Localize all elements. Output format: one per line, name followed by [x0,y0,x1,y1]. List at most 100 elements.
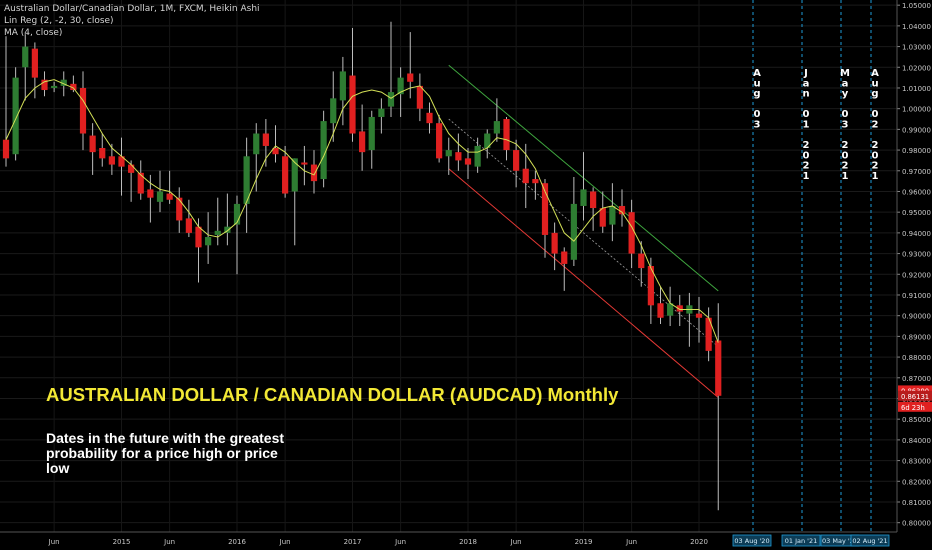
candle-down [70,83,77,91]
price-axis[interactable]: 0.80000 0.81000 0.82000 0.83000 0.84000 0.850… [896,0,932,532]
future-date-axis-label: 03 Aug '20 [734,537,769,545]
x-tick-label: Jun [163,538,175,546]
candle-down [41,79,48,91]
candle-up [12,77,19,155]
y-tick-label: 0.87000 [902,375,931,383]
future-date-char: 0 [754,109,761,120]
candle-up [233,203,241,225]
future-date-char: 2 [872,140,879,151]
candle-up [205,237,212,246]
price-label-box [898,401,932,412]
candle-up [474,145,481,167]
y-tick-label: 0.93000 [902,251,931,259]
candle-up [609,205,616,225]
candle-down [695,313,703,318]
future-date-char: a [803,78,810,89]
y-tick-label: 0.92000 [902,271,931,279]
candle-down [657,303,664,318]
future-date-axis-label: 03 May '21 [822,537,858,545]
future-date-char: 0 [842,150,849,161]
candle-down [272,148,279,155]
candle-up [214,230,221,235]
candle-down [310,164,318,182]
x-tick-label: 2017 [344,538,362,546]
future-date-char: 0 [803,150,810,161]
x-tick-label: Jun [510,538,522,546]
y-tick-label: 1.00000 [902,106,931,114]
candle-up [378,108,385,117]
candle-up [339,71,346,101]
y-tick-label: 0.82000 [902,478,931,486]
future-date-char: g [871,89,878,100]
legend-ma[interactable]: MA (4, close) [4,28,63,38]
candle-down [416,85,423,109]
candle-down [31,48,38,78]
future-date-char: 2 [803,161,810,172]
future-date-char: 0 [872,150,879,161]
candle-down [195,226,202,248]
y-tick-label: 0.85000 [902,416,931,424]
moving-average [5,79,719,343]
candle-down [532,179,539,184]
candle-down [349,75,356,134]
future-date-char: 3 [842,120,849,131]
candle-down [282,156,289,194]
future-date-char: u [753,78,760,89]
candle-up [22,46,29,68]
x-tick-label: Jun [279,538,291,546]
y-tick-label: 0.81000 [902,499,931,507]
candle-down [705,317,712,351]
candle-up [445,150,452,157]
y-tick-label: 0.88000 [902,354,931,362]
candle-up [51,85,58,88]
future-date-char: 2 [842,140,849,151]
price-label-text: 6d 23h [901,404,925,412]
future-date-axis-label: 02 Aug '21 [852,537,887,545]
y-tick-label: 0.80000 [902,520,931,528]
y-tick-label: 0.94000 [902,230,931,238]
candle-down [89,135,96,153]
y-tick-label: 0.98000 [902,147,931,155]
future-date-char: A [753,68,761,79]
future-date-axis-box [781,534,821,547]
y-tick-label: 1.05000 [902,2,931,10]
candle-up [570,203,577,260]
candle-down [262,133,269,146]
candle-down [359,131,366,153]
future-date-char: 1 [842,171,849,182]
x-tick-label: 2015 [113,538,131,546]
candle-up [368,116,375,151]
candle-down [407,73,414,82]
y-tick-label: 1.02000 [902,64,931,72]
channel-lower-line [448,168,719,398]
candle-down [108,156,115,165]
price-label-text: 0.86131 [901,393,929,401]
future-date-char: 1 [803,120,810,131]
candle-down [176,197,183,221]
candle-up [243,156,250,204]
y-tick-label: 0.95000 [902,209,931,217]
y-tick-label: 1.04000 [902,23,931,31]
x-tick-label: 2019 [575,538,593,546]
future-date-char: 2 [872,120,879,131]
future-date-char: 2 [803,140,810,151]
y-tick-label: 0.84000 [902,437,931,445]
future-date-char: 0 [872,109,879,120]
future-date-char: 3 [754,120,761,131]
y-tick-label: 0.97000 [902,168,931,176]
future-date-char: g [753,89,760,100]
legend-linreg[interactable]: Lin Reg (2, -2, 30, close) [4,16,114,26]
x-tick-label: Jun [394,538,406,546]
candle-down [137,172,144,194]
y-tick-label: 0.99000 [902,126,931,134]
future-date-char: u [871,78,878,89]
future-date-axis-box [732,534,772,547]
candle-down [590,191,597,209]
legend-symbol[interactable]: Australian Dollar/Canadian Dollar, 1M, F… [4,4,260,14]
future-date-axis-label: 01 Jan '21 [785,537,817,545]
grid [0,0,897,532]
candle-down [618,205,626,215]
time-axis[interactable]: Jun 2015 Jun 2016 Jun 2017 Jun 2018 Jun 2019 Jun 20… [0,531,897,547]
